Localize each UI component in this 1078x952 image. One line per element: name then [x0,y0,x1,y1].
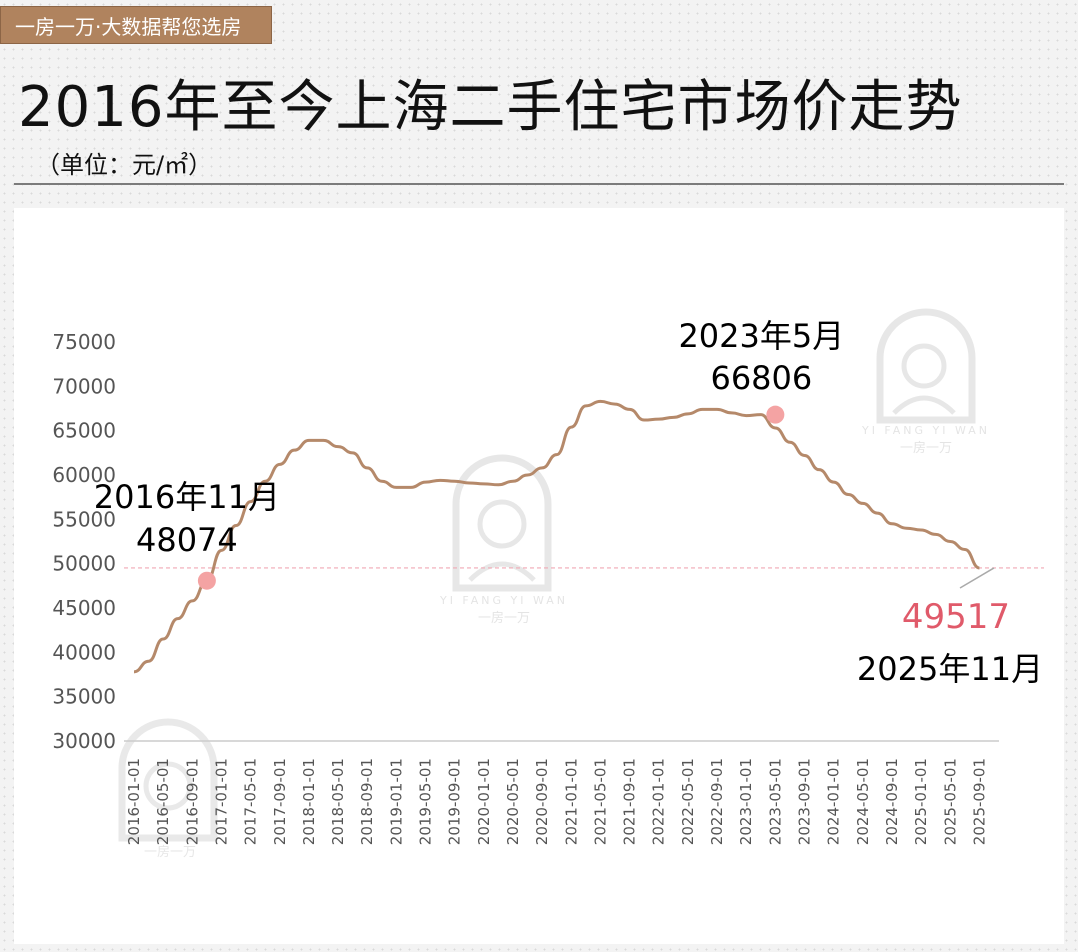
x-tick-label: 2019-01-01 [387,758,405,845]
x-tick-label: 2022-01-01 [650,758,668,845]
watermark-logo-3: 一房一万 [118,718,218,860]
x-tick-label: 2017-09-01 [271,758,289,845]
x-tick-label: 2025-01-01 [912,758,930,845]
x-tick-label: 2023-05-01 [766,758,784,845]
y-tick-label: 30000 [52,729,116,753]
x-tick-label: 2021-09-01 [621,758,639,845]
annotation-date-label: 2025年11月 [857,650,1043,688]
x-tick-label: 2024-05-01 [854,758,872,845]
series-line [133,399,980,674]
unit-label: （单位：元/㎡） [36,151,213,179]
x-tick-label: 2022-09-01 [708,758,726,845]
data-point-marker [766,405,785,424]
x-tick-label: 2025-05-01 [941,758,959,845]
y-tick-label: 65000 [52,419,116,443]
x-tick-label: 2024-09-01 [883,758,901,845]
x-tick-label: 2019-05-01 [417,758,435,845]
x-tick-label: 2016-09-01 [183,758,201,845]
watermark-name: 一房一万 [900,440,952,456]
y-tick-label: 50000 [52,552,116,576]
annotation-date-label: 2016年11月 [94,478,280,516]
x-tick-label: 2018-01-01 [300,758,318,845]
watermark-text: YI FANG YI WAN [861,424,990,437]
data-point-marker [197,571,216,590]
y-tick-label: 45000 [52,596,116,620]
annotation-value-label: 49517 [902,597,1010,637]
x-tick-label: 2021-05-01 [591,758,609,845]
chart-title: 2016年至今上海二手住宅市场价走势 [18,75,963,140]
x-tick-label: 2016-01-01 [125,758,143,845]
y-tick-label: 70000 [52,374,116,398]
x-tick-label: 2017-01-01 [212,758,230,845]
x-tick-label: 2020-05-01 [504,758,522,845]
watermark-logo-2: YI FANG YI WAN 一房一万 [439,454,568,626]
x-tick-label: 2024-01-01 [825,758,843,845]
y-tick-label: 75000 [52,330,116,354]
x-tick-label: 2017-05-01 [242,758,260,845]
x-tick-label: 2016-05-01 [154,758,172,845]
annotation-leader-line [959,567,995,589]
brand-tag: 一房一万·大数据帮您选房 [0,6,272,44]
watermark-logo-1: YI FANG YI WAN 一房一万 [861,308,990,456]
x-tick-label: 2022-05-01 [679,758,697,845]
y-tick-label: 40000 [52,640,116,664]
price-line-chart: YI FANG YI WAN 一房一万 YI FANG YI WAN 一房一万 … [52,308,1044,860]
annotation-date-label: 2023年5月 [678,317,844,355]
watermark-text: YI FANG YI WAN [439,594,568,607]
x-tick-label: 2018-05-01 [329,758,347,845]
annotation-value-label: 66806 [710,359,812,397]
title-divider [14,183,1064,185]
watermark-name: 一房一万 [478,610,530,626]
x-tick-label: 2020-09-01 [533,758,551,845]
x-tick-label: 2019-09-01 [446,758,464,845]
watermark-name: 一房一万 [144,844,196,860]
y-tick-label: 55000 [52,507,116,531]
y-tick-label: 60000 [52,463,116,487]
x-tick-label: 2025-09-01 [970,758,988,845]
annotation-value-label: 48074 [136,521,238,559]
y-tick-label: 35000 [52,685,116,709]
x-tick-label: 2018-09-01 [358,758,376,845]
x-tick-label: 2021-01-01 [562,758,580,845]
x-tick-label: 2020-01-01 [475,758,493,845]
x-tick-label: 2023-09-01 [796,758,814,845]
chart-card: YI FANG YI WAN 一房一万 YI FANG YI WAN 一房一万 … [14,208,1064,944]
x-tick-label: 2023-01-01 [737,758,755,845]
